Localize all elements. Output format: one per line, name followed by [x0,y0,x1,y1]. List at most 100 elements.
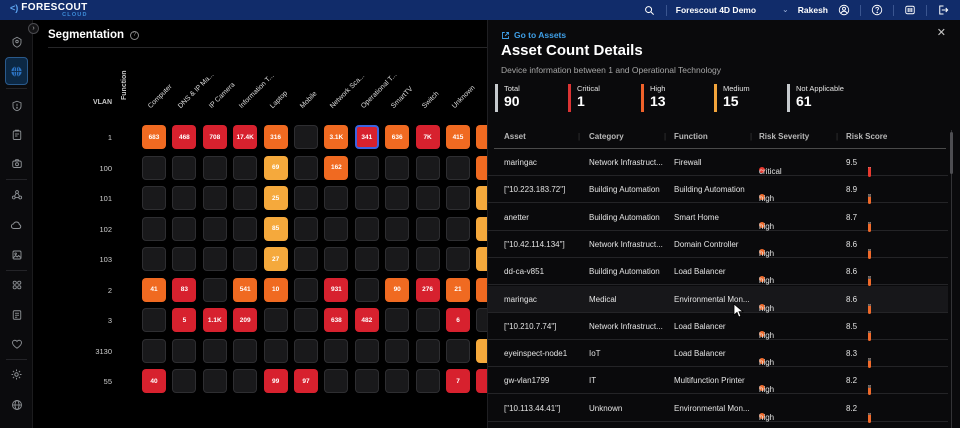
table-row[interactable]: dd-ca-v851Building AutomationLoad Balanc… [488,258,948,285]
heatmap-cell[interactable]: 638 [324,308,348,332]
heatmap-cell[interactable]: 683 [142,125,166,149]
heatmap-cell[interactable] [172,339,196,363]
sidebar-item-device[interactable] [0,152,33,176]
heatmap-cell[interactable]: 6 [446,308,470,332]
heatmap-cell[interactable]: 541 [233,278,257,302]
heatmap-cell[interactable] [416,186,440,210]
heatmap-cell[interactable]: 209 [233,308,257,332]
heatmap-cell[interactable] [385,308,409,332]
heatmap-cell[interactable] [294,186,318,210]
heatmap-cell[interactable]: 316 [264,125,288,149]
heatmap-cell[interactable] [142,186,166,210]
search-icon[interactable] [643,3,657,17]
heatmap-cell[interactable]: 27 [264,247,288,271]
heatmap-cell[interactable]: 21 [446,278,470,302]
heatmap-cell[interactable]: 83 [172,278,196,302]
heatmap-cell[interactable] [203,186,227,210]
heatmap-cell[interactable] [203,369,227,393]
apps-icon[interactable] [903,3,917,17]
heatmap-cell[interactable] [172,186,196,210]
heatmap-cell[interactable] [324,369,348,393]
heatmap-cell[interactable] [416,308,440,332]
heatmap-cell[interactable] [203,247,227,271]
heatmap-cell[interactable]: 162 [324,156,348,180]
heatmap-cell[interactable] [233,339,257,363]
heatmap-cell[interactable] [172,369,196,393]
heatmap-cell[interactable] [355,247,379,271]
column-header-risk-score[interactable]: Risk Score [846,132,887,141]
heatmap-cell[interactable] [446,247,470,271]
heatmap-cell[interactable] [203,339,227,363]
heatmap-cell[interactable]: 41 [142,278,166,302]
table-row[interactable]: maringacNetwork Infrastruct...Firewallcr… [488,149,948,176]
scrollbar-thumb[interactable] [950,132,953,174]
heatmap-cell[interactable]: 90 [385,278,409,302]
heatmap-cell[interactable] [294,247,318,271]
heatmap-cell[interactable] [416,247,440,271]
column-header-category[interactable]: Category [589,132,624,141]
sidebar-item-heart[interactable] [0,332,33,356]
heatmap-cell[interactable] [203,217,227,241]
heatmap-cell[interactable]: 636 [385,125,409,149]
heatmap-cell[interactable] [385,369,409,393]
heatmap-cell[interactable] [294,278,318,302]
sidebar-item-shield[interactable] [0,94,33,118]
heatmap-cell[interactable] [446,339,470,363]
heatmap-cell[interactable] [416,369,440,393]
heatmap-cell[interactable] [142,217,166,241]
sidebar-expand-button[interactable]: › [28,23,39,34]
close-icon[interactable]: ✕ [937,28,946,39]
heatmap-cell[interactable] [172,217,196,241]
heatmap-cell[interactable] [233,186,257,210]
heatmap-cell[interactable] [294,156,318,180]
heatmap-cell[interactable] [385,156,409,180]
heatmap-cell[interactable] [446,186,470,210]
heatmap-cell[interactable]: 97 [294,369,318,393]
sidebar-item-report[interactable] [0,303,33,327]
help-icon[interactable] [870,3,884,17]
heatmap-cell[interactable] [233,369,257,393]
heatmap-cell[interactable] [385,186,409,210]
heatmap-cell[interactable] [416,156,440,180]
heatmap-cell[interactable] [446,217,470,241]
heatmap-cell[interactable]: 276 [416,278,440,302]
heatmap-cell[interactable] [294,308,318,332]
sidebar-item-network-nodes[interactable] [0,183,33,207]
table-row[interactable]: gw-vlan1799ITMultifunction Printerhigh8.… [488,367,948,394]
heatmap-cell[interactable] [355,339,379,363]
user-avatar-icon[interactable] [837,3,851,17]
sidebar-item-apps-grid[interactable] [0,273,33,297]
heatmap-cell[interactable] [385,339,409,363]
heatmap-cell[interactable]: 708 [203,125,227,149]
column-header-risk-severity[interactable]: Risk Severity [759,132,809,141]
heatmap-cell[interactable]: 7K [416,125,440,149]
table-row[interactable]: ["10.210.7.74"]Network Infrastruct...Loa… [488,313,948,340]
heatmap-cell[interactable] [264,339,288,363]
heatmap-cell[interactable]: 17.4K [233,125,257,149]
heatmap-cell[interactable] [294,217,318,241]
heatmap-cell[interactable] [172,247,196,271]
heatmap-cell-selected[interactable]: 341 [355,125,379,149]
heatmap-cell[interactable] [355,156,379,180]
heatmap-cell[interactable]: 415 [446,125,470,149]
heatmap-cell[interactable] [233,156,257,180]
table-row[interactable]: anetterBuilding AutomationSmart Homehigh… [488,204,948,231]
heatmap-cell[interactable] [324,247,348,271]
heatmap-cell[interactable] [324,339,348,363]
heatmap-cell[interactable] [203,278,227,302]
sidebar-item-image-file[interactable] [0,243,33,267]
heatmap-cell[interactable]: 25 [264,186,288,210]
table-row[interactable]: ["10.113.44.41"]UnknownEnvironmental Mon… [488,395,948,422]
heatmap-cell[interactable] [142,339,166,363]
heatmap-cell[interactable] [294,125,318,149]
heatmap-cell[interactable] [324,217,348,241]
heatmap-cell[interactable] [294,339,318,363]
heatmap-cell[interactable] [142,308,166,332]
heatmap-cell[interactable]: 1.1K [203,308,227,332]
heatmap-cell[interactable]: 468 [172,125,196,149]
table-row[interactable]: ["10.223.183.72"]Building AutomationBuil… [488,176,948,203]
heatmap-cell[interactable] [385,247,409,271]
heatmap-cell[interactable] [233,217,257,241]
table-row[interactable]: ["10.42.114.134"]Network Infrastruct...D… [488,231,948,258]
heatmap-cell[interactable]: 10 [264,278,288,302]
